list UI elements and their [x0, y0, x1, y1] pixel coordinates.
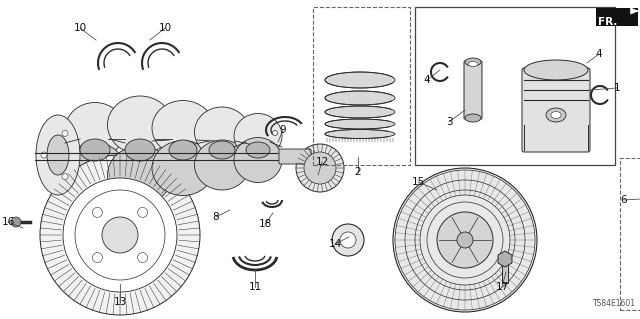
Text: 9: 9: [280, 125, 286, 135]
Ellipse shape: [65, 143, 125, 197]
Text: 11: 11: [248, 282, 262, 292]
Ellipse shape: [465, 114, 481, 122]
Text: 10: 10: [74, 23, 86, 33]
Circle shape: [138, 207, 148, 217]
Text: 14: 14: [328, 239, 342, 249]
Ellipse shape: [546, 108, 566, 122]
Text: FR.: FR.: [598, 17, 618, 27]
Ellipse shape: [325, 130, 395, 138]
Ellipse shape: [80, 139, 110, 161]
Text: 2: 2: [355, 167, 362, 177]
Circle shape: [102, 217, 138, 253]
Text: 4: 4: [596, 49, 602, 59]
FancyBboxPatch shape: [502, 265, 508, 283]
Circle shape: [62, 130, 68, 136]
FancyBboxPatch shape: [464, 61, 482, 119]
Ellipse shape: [234, 137, 282, 182]
FancyBboxPatch shape: [596, 8, 638, 26]
Ellipse shape: [234, 114, 282, 159]
Circle shape: [138, 253, 148, 263]
Text: 15: 15: [412, 177, 424, 187]
Ellipse shape: [108, 96, 173, 154]
Ellipse shape: [465, 58, 481, 66]
Text: 10: 10: [159, 23, 172, 33]
Text: 18: 18: [259, 219, 271, 229]
Circle shape: [40, 155, 200, 315]
Ellipse shape: [47, 135, 69, 175]
Ellipse shape: [325, 119, 395, 129]
Text: 6: 6: [621, 195, 627, 205]
FancyBboxPatch shape: [279, 149, 311, 164]
Circle shape: [11, 217, 21, 227]
Text: 1: 1: [614, 83, 620, 93]
Ellipse shape: [152, 140, 214, 196]
Ellipse shape: [325, 106, 395, 118]
Text: 8: 8: [212, 212, 220, 222]
Text: TS84E1601: TS84E1601: [593, 299, 636, 308]
Circle shape: [63, 178, 177, 292]
Circle shape: [457, 232, 473, 248]
Ellipse shape: [108, 146, 173, 204]
Text: 16: 16: [1, 217, 15, 227]
Ellipse shape: [468, 62, 478, 66]
Ellipse shape: [36, 115, 80, 195]
Ellipse shape: [209, 141, 235, 159]
Circle shape: [340, 232, 356, 248]
Circle shape: [62, 174, 68, 180]
Ellipse shape: [551, 112, 561, 118]
Ellipse shape: [325, 91, 395, 105]
Ellipse shape: [524, 60, 588, 80]
Circle shape: [304, 152, 336, 184]
Circle shape: [41, 152, 47, 158]
Text: 3: 3: [445, 117, 452, 127]
Text: 13: 13: [113, 297, 127, 307]
Circle shape: [437, 212, 493, 268]
Ellipse shape: [65, 102, 125, 158]
Circle shape: [92, 253, 102, 263]
Ellipse shape: [195, 140, 250, 190]
Ellipse shape: [325, 72, 395, 88]
Circle shape: [92, 207, 102, 217]
Ellipse shape: [169, 140, 197, 160]
Circle shape: [332, 224, 364, 256]
Circle shape: [296, 144, 344, 192]
Ellipse shape: [195, 107, 250, 157]
Circle shape: [393, 168, 537, 312]
Ellipse shape: [125, 139, 155, 161]
Ellipse shape: [246, 142, 270, 158]
Text: 12: 12: [316, 157, 328, 167]
Text: 4: 4: [424, 75, 430, 85]
Text: 17: 17: [495, 282, 509, 292]
FancyBboxPatch shape: [522, 68, 590, 152]
Circle shape: [273, 130, 278, 136]
Ellipse shape: [152, 100, 214, 155]
